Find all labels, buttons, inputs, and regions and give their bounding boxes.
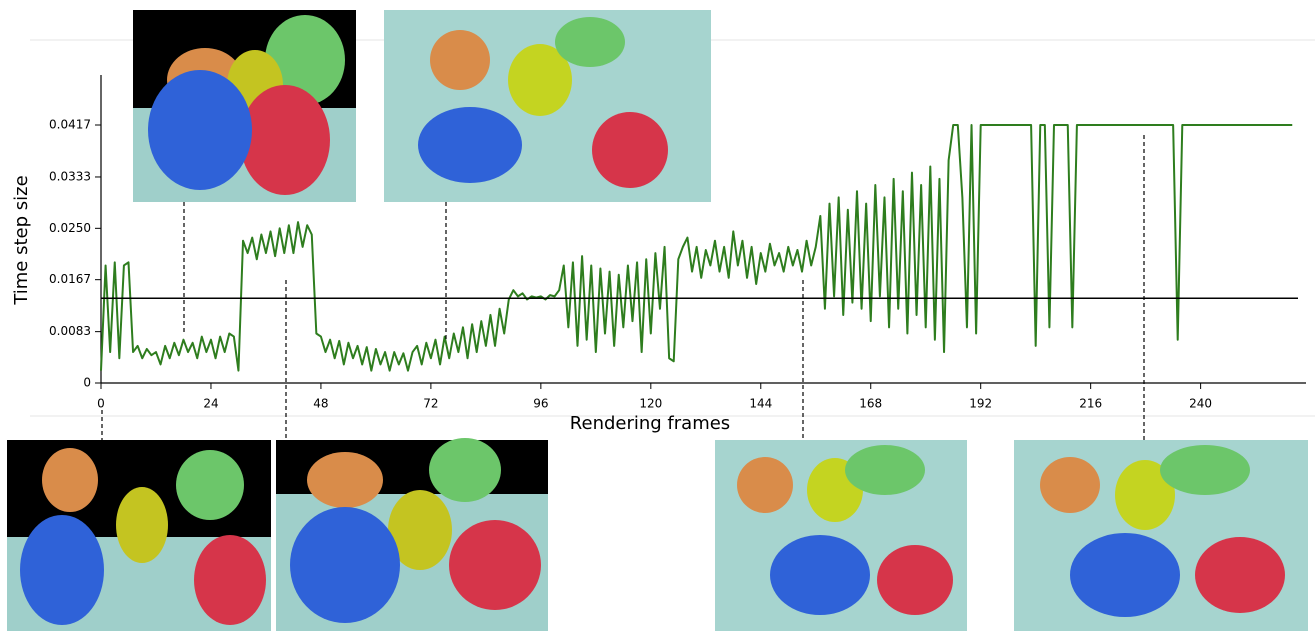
x-tick-label: 0	[97, 397, 105, 411]
x-tick-label: 72	[423, 397, 438, 411]
y-tick-label: 0.0167	[49, 272, 91, 286]
x-axis-label: Rendering frames	[570, 413, 730, 434]
x-tick-label: 144	[749, 397, 772, 411]
snapshot	[384, 10, 711, 202]
y-tick-label: 0.0083	[49, 324, 91, 338]
x-tick-label: 240	[1189, 397, 1212, 411]
x-tick-label: 192	[969, 397, 992, 411]
snapshot	[276, 438, 548, 631]
x-tick-label: 168	[859, 397, 882, 411]
snapshot	[133, 10, 356, 202]
x-tick-label: 24	[203, 397, 218, 411]
y-tick-label: 0	[83, 376, 91, 390]
x-tick-label: 120	[639, 397, 662, 411]
y-axis-label: Time step size	[11, 175, 32, 305]
snapshot	[7, 440, 271, 631]
chart: Rendering frames Time step size 0 0.0083 0…	[0, 0, 1315, 631]
y-tick-label: 0.0250	[49, 221, 91, 235]
y-tick-label: 0.0333	[49, 169, 91, 183]
y-tick-label: 0.0417	[49, 118, 91, 132]
x-tick-label: 216	[1079, 397, 1102, 411]
x-tick-label: 48	[313, 397, 328, 411]
snapshot	[715, 440, 967, 631]
x-tick-label: 96	[533, 397, 548, 411]
snapshot	[1014, 440, 1308, 631]
